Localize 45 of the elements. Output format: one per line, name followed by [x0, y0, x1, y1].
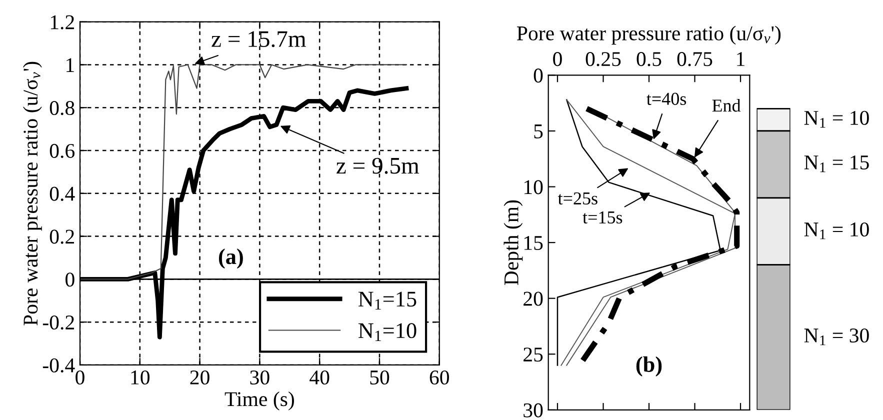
x-tick-label: 0.25 [586, 52, 621, 66]
y-tick-label: 15 [524, 236, 543, 250]
legend-label: N$_{1}$=10 [358, 323, 416, 341]
x-axis-title: Pore water pressure ratio (u/σ$_{v}$') [517, 26, 781, 45]
annotation: z = 15.7m [212, 31, 306, 48]
y-tick-label: 10 [524, 180, 543, 194]
y-tick-label: 1.2 [50, 15, 74, 30]
y-tick-label: 0.2 [50, 230, 74, 244]
x-tick-label: 60 [430, 370, 450, 385]
x-axis-title: Time (s) [224, 392, 294, 410]
annotation: (b) [636, 356, 662, 376]
x-tick-label: 0 [553, 52, 562, 66]
y-axis-title: Depth (m) [504, 200, 523, 286]
x-tick-label: 1 [737, 52, 744, 66]
series-label: N$_{1}$ = 15 [804, 155, 869, 172]
annotation: z = 9.5m [336, 158, 420, 174]
series-label: N$_{1}$ = 10 [804, 110, 869, 128]
y-tick-label: 0 [66, 272, 74, 287]
x-tick-label: 0.5 [636, 52, 662, 66]
series-label: N$_{1}$ = 10 [804, 222, 869, 240]
annotation: t=15s [582, 211, 622, 224]
annotation: End [712, 99, 741, 112]
y-tick-label: -0.4 [42, 358, 75, 373]
y-tick-label: 0.4 [50, 186, 75, 201]
x-tick-label: 30 [250, 370, 270, 385]
series-label: N$_{1}$ = 30 [804, 328, 869, 346]
x-tick-label: 0.75 [677, 52, 712, 66]
x-tick-label: 20 [190, 370, 210, 385]
y-tick-label: 5 [534, 124, 543, 138]
y-tick-label: -0.2 [42, 315, 74, 330]
annotation: (a) [218, 248, 243, 269]
x-tick-label: 40 [310, 370, 330, 385]
y-tick-label: 30 [524, 403, 543, 418]
y-tick-label: 0.8 [50, 101, 74, 116]
x-tick-label: 10 [131, 370, 150, 385]
y-axis-title: Pore water pressure ratio (u/σ$_{v}$') [22, 62, 42, 326]
x-tick-label: 50 [370, 370, 390, 385]
annotation: t=40s [646, 92, 686, 105]
y-tick-label: 25 [524, 348, 543, 362]
annotation: t=25s [558, 192, 598, 205]
y-tick-label: 20 [524, 292, 543, 306]
y-tick-label: 0 [534, 68, 543, 83]
y-tick-label: 0.6 [50, 144, 75, 158]
x-tick-label: 0 [76, 370, 84, 385]
legend-label: N$_{1}$=15 [358, 292, 416, 310]
